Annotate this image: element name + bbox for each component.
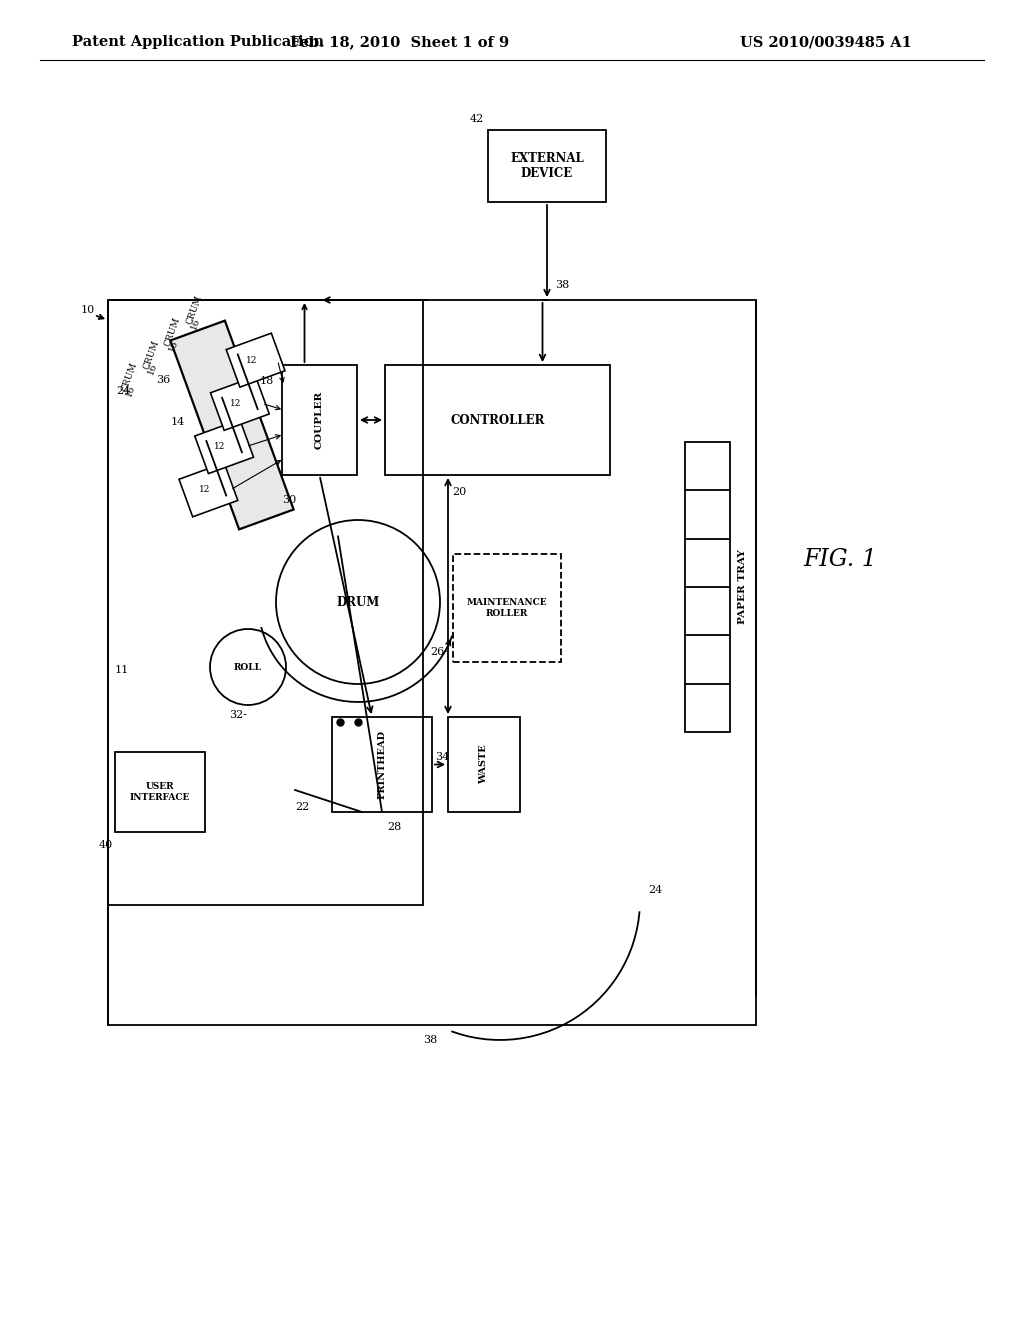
Text: MAINTENANCE
ROLLER: MAINTENANCE ROLLER [467,598,547,618]
Text: USER
INTERFACE: USER INTERFACE [130,783,190,801]
FancyBboxPatch shape [282,366,357,475]
Text: 42: 42 [470,114,484,124]
Text: 20: 20 [452,487,466,498]
Text: 18: 18 [260,376,274,387]
Text: 26-: 26- [430,647,449,657]
Text: Patent Application Publication: Patent Application Publication [72,36,324,49]
Text: WASTE: WASTE [479,744,488,784]
Text: 12: 12 [199,486,210,494]
FancyBboxPatch shape [385,366,610,475]
Polygon shape [226,333,285,387]
Text: 10: 10 [81,305,95,315]
Polygon shape [179,463,238,517]
Text: COUPLER: COUPLER [315,391,324,449]
Circle shape [276,520,440,684]
Circle shape [210,630,286,705]
Text: CONTROLLER: CONTROLLER [451,413,545,426]
Text: DRUM: DRUM [336,595,380,609]
Text: 24: 24 [648,884,663,895]
Polygon shape [170,321,294,529]
Text: 16: 16 [167,339,179,352]
Text: ROLL: ROLL [234,663,262,672]
FancyBboxPatch shape [449,717,520,812]
Text: 40: 40 [98,840,113,850]
Text: CRUM: CRUM [142,339,161,371]
FancyBboxPatch shape [685,442,730,733]
Text: 12: 12 [230,399,242,408]
Text: 28: 28 [387,822,401,832]
FancyBboxPatch shape [488,129,606,202]
Text: CRUM: CRUM [120,362,139,393]
Polygon shape [211,376,269,430]
Text: FIG. 1: FIG. 1 [803,549,877,572]
Text: PAPER TRAY: PAPER TRAY [738,549,746,624]
Text: US 2010/0039485 A1: US 2010/0039485 A1 [740,36,912,49]
Text: 14: 14 [171,417,185,426]
Text: EXTERNAL
DEVICE: EXTERNAL DEVICE [510,152,584,180]
Polygon shape [195,420,254,474]
Text: 34: 34 [435,751,450,762]
Text: 32-: 32- [229,710,247,719]
Text: 22: 22 [295,803,309,812]
Text: 16: 16 [146,362,159,376]
FancyBboxPatch shape [115,752,205,832]
FancyBboxPatch shape [332,717,432,812]
Text: CRUM: CRUM [163,315,182,348]
Text: 24: 24 [116,385,130,396]
Text: 12: 12 [246,355,257,364]
Text: 16: 16 [124,384,136,397]
Text: 11: 11 [115,665,129,675]
Text: 30: 30 [283,495,297,506]
Text: 36: 36 [156,375,170,385]
Text: Feb. 18, 2010  Sheet 1 of 9: Feb. 18, 2010 Sheet 1 of 9 [291,36,510,49]
Text: 16: 16 [189,317,202,331]
Text: CRUM: CRUM [185,294,204,326]
FancyBboxPatch shape [453,554,561,663]
Text: 38: 38 [423,1035,437,1045]
Text: 38: 38 [555,280,569,290]
Text: PRINTHEAD: PRINTHEAD [378,730,386,799]
Text: 12: 12 [214,442,226,451]
